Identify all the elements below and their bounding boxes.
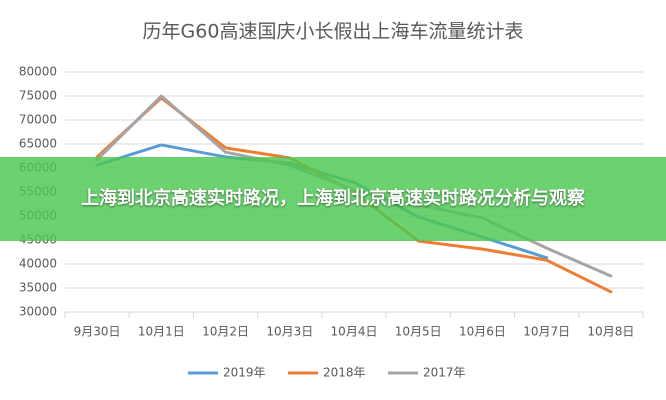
x-tick-label: 10月6日 — [459, 325, 506, 339]
banner-text: 上海到北京高速实时路况，上海到北京高速实时路况分析与观察 — [81, 188, 585, 209]
y-tick-label: 30000 — [19, 305, 57, 319]
legend-label: 2019年 — [223, 366, 266, 380]
chart-title: 历年G60高速国庆小长假出上海车流量统计表 — [143, 21, 524, 43]
y-tick-label: 75000 — [19, 89, 57, 103]
x-tick-label: 10月1日 — [138, 325, 185, 339]
x-tick-label: 10月5日 — [395, 325, 442, 339]
x-tick-label: 10月8日 — [587, 325, 634, 339]
y-tick-label: 80000 — [19, 65, 57, 79]
y-tick-label: 40000 — [19, 257, 57, 271]
y-tick-label: 35000 — [19, 281, 57, 295]
legend-label: 2018年 — [323, 366, 366, 380]
x-tick-label: 10月4日 — [331, 325, 378, 339]
banner: 上海到北京高速实时路况，上海到北京高速实时路况分析与观察 — [0, 157, 666, 241]
legend-label: 2017年 — [423, 366, 466, 380]
x-tick-label: 10月7日 — [523, 325, 570, 339]
y-tick-label: 70000 — [19, 113, 57, 127]
x-tick-label: 10月2日 — [202, 325, 249, 339]
y-tick-label: 65000 — [19, 137, 57, 151]
x-tick-label: 10月3日 — [266, 325, 313, 339]
x-tick-label: 9月30日 — [74, 325, 121, 339]
